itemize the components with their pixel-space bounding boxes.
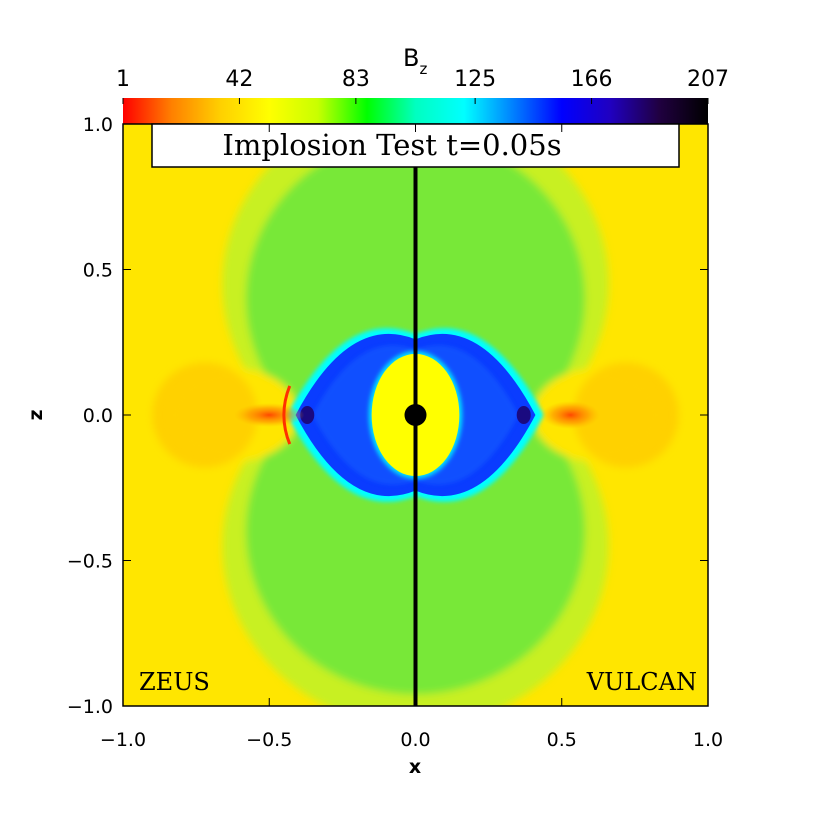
x-tick-label: −1.0 [100,729,146,751]
colorbar-tick-label: 125 [454,67,496,92]
x-tick-label: 0.0 [400,729,430,751]
side-warm-right [573,362,679,468]
cavity-tip-right [516,406,531,424]
colorbar-label-sub: z [419,60,427,78]
y-tick-label: 1.0 [83,114,113,136]
y-tick-label: 0.5 [83,260,113,282]
colorbar-ticks: 1 42 83 125 166 207 [116,67,729,104]
colorbar-label: Bz [403,44,427,78]
colorbar-tick-label: 83 [342,67,370,92]
y-tick-label: −0.5 [67,551,113,573]
y-tick-label: −1.0 [67,696,113,718]
side-warm-left [152,362,258,468]
jet-right [541,401,600,429]
panel-label-zeus: ZEUS [139,668,210,696]
panel-label-vulcan: VULCAN [586,668,697,696]
x-tick-label: 0.5 [547,729,577,751]
x-tick-label: 1.0 [693,729,723,751]
x-tick-label: −0.5 [246,729,292,751]
shock-arc-left [282,385,292,445]
colorbar-tick-label: 166 [571,67,613,92]
cavity-tip-left [300,406,315,424]
center-dot [404,404,427,426]
colorbar-tick-label: 207 [687,67,729,92]
title: Implosion Test t=0.05s [222,128,561,162]
x-axis-label: x [409,756,421,778]
colorbar [123,98,708,124]
y-axis-label: z [25,409,47,420]
field-map [123,124,708,706]
colorbar-tick-label: 42 [225,67,253,92]
colorbar-label-main: B [403,44,419,72]
y-tick-label: 0.0 [83,405,113,427]
jet-left [234,403,305,427]
y-axis-ticks: −1.0 −0.5 0.0 0.5 1.0 [67,114,708,718]
colorbar-tick-label: 1 [116,67,130,92]
x-axis-ticks: −1.0 −0.5 0.0 0.5 1.0 [100,124,723,751]
